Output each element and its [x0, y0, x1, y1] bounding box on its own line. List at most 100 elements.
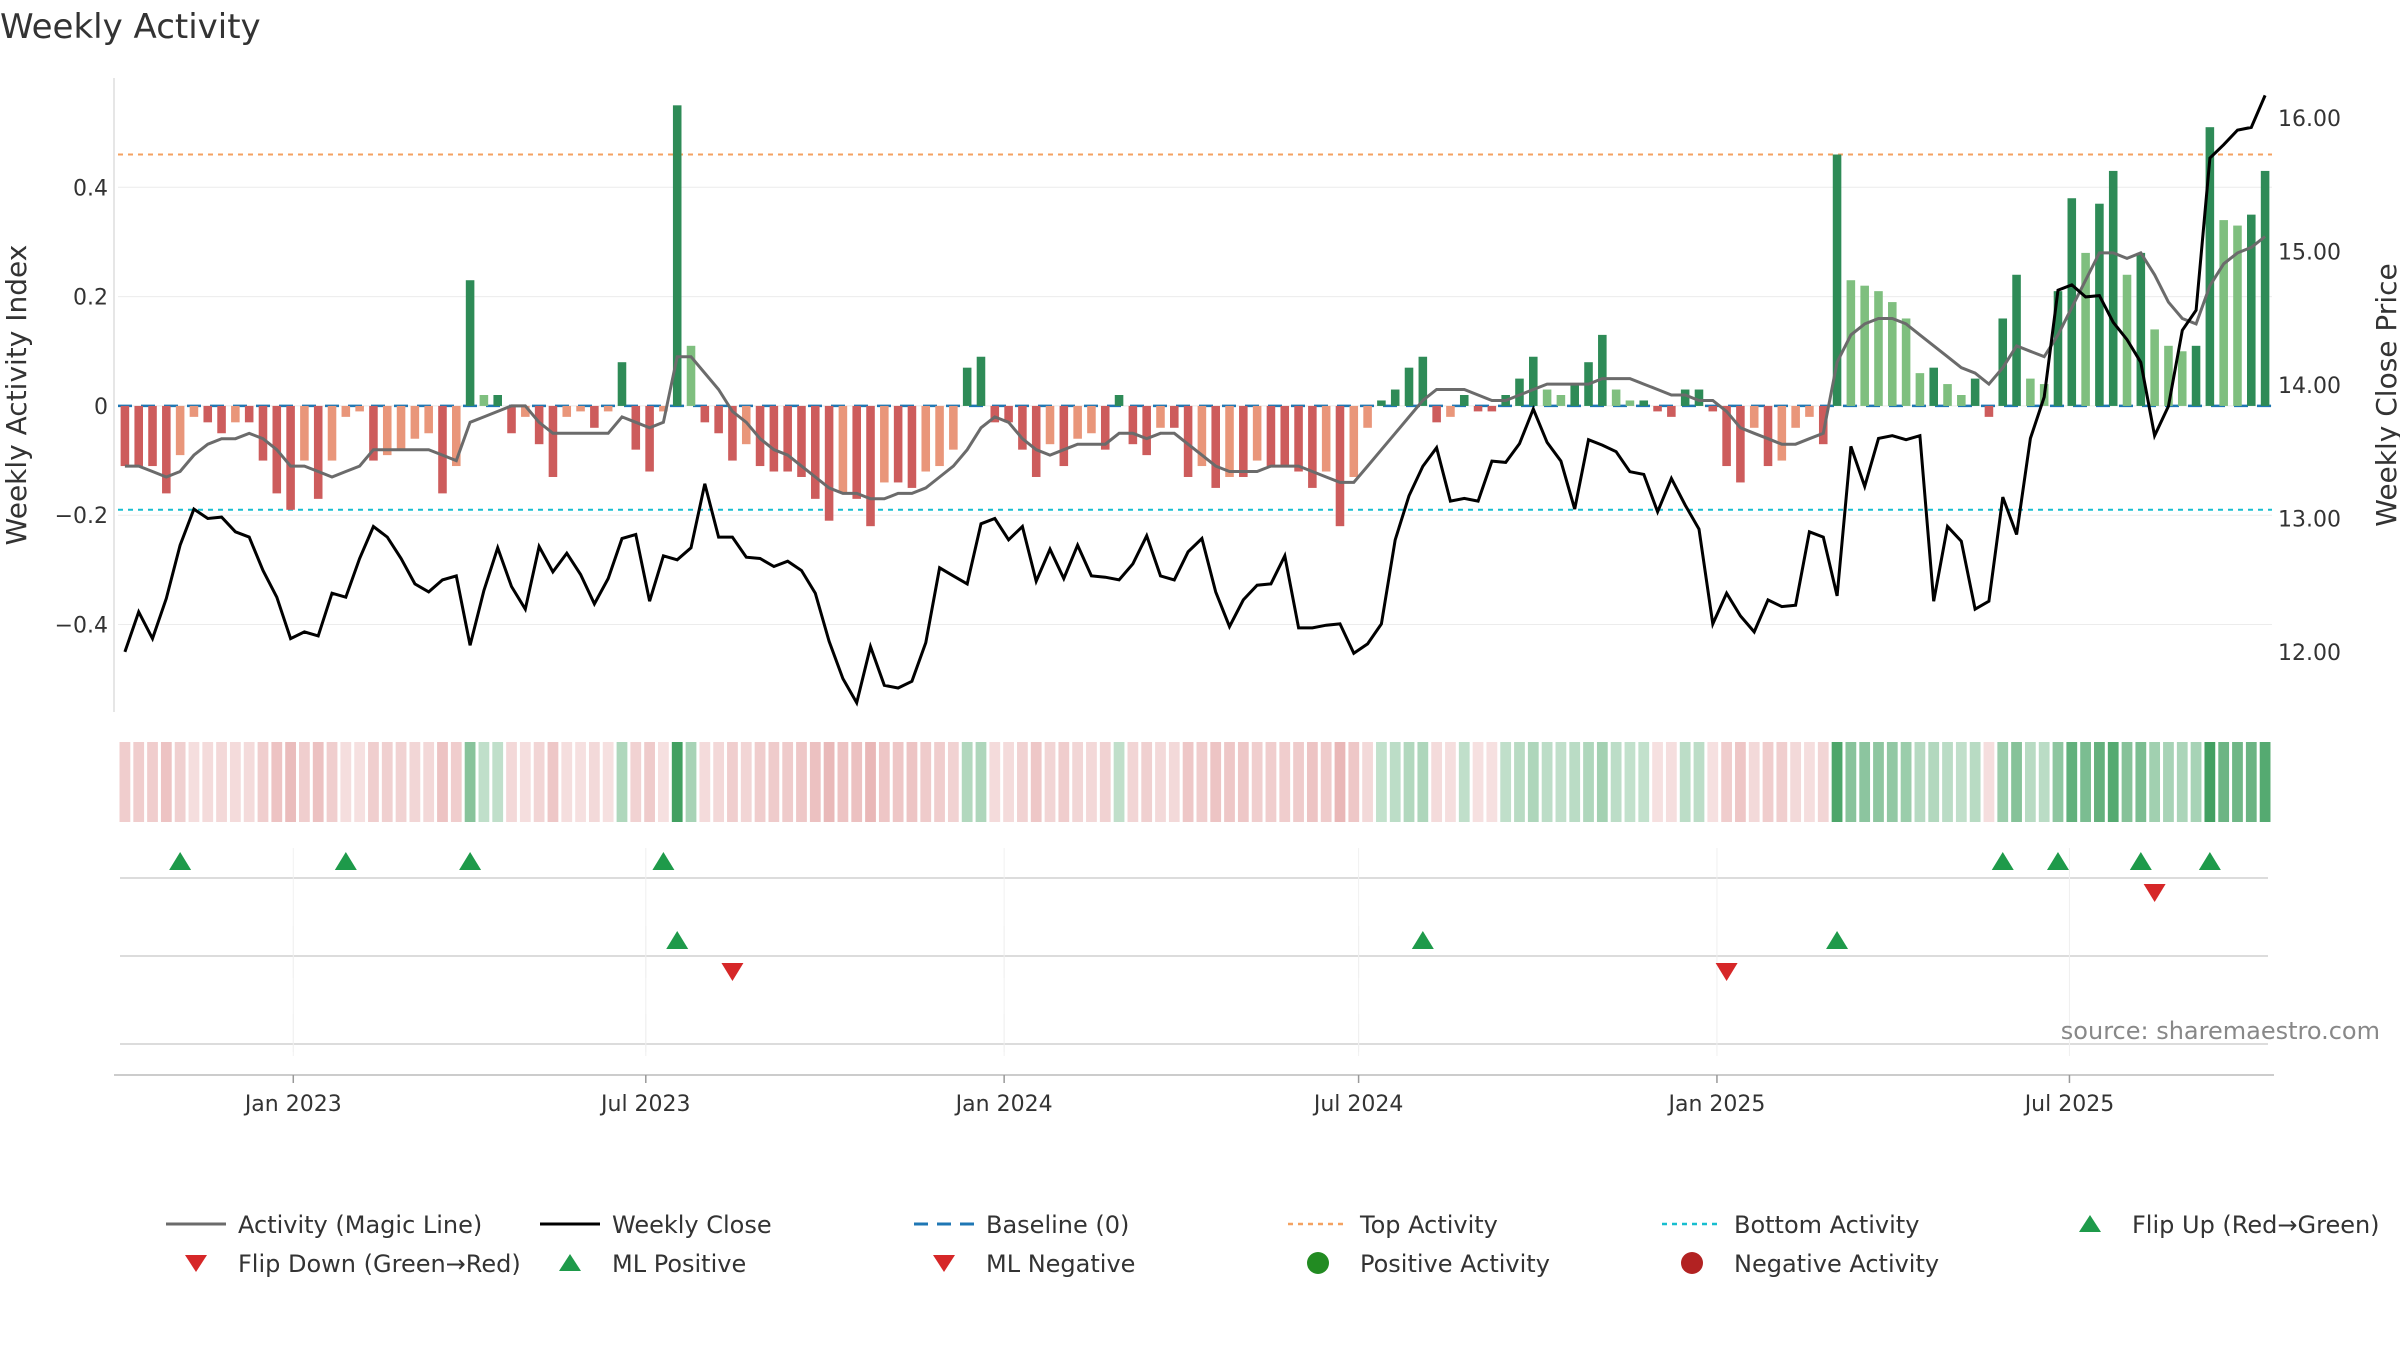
heat-strip-cell — [340, 742, 352, 822]
y-axis-right-label: Weekly Close Price — [2370, 263, 2400, 526]
heat-strip-cell — [878, 742, 890, 822]
activity-bar — [1239, 405, 1248, 477]
activity-bar — [2067, 198, 2077, 406]
activity-bar — [1073, 405, 1082, 439]
heat-strip-cell — [1017, 742, 1028, 822]
heat-strip-cell — [1265, 742, 1277, 822]
heat-strip-cell — [1472, 742, 1484, 822]
activity-bar — [1943, 384, 1952, 406]
heat-strip-cell — [1555, 742, 1567, 822]
heat-strip-cell — [1583, 742, 1594, 822]
activity-bar — [976, 356, 986, 406]
heat-strip-cell — [1638, 742, 1650, 822]
legend-up-triangle-icon — [2079, 1215, 2101, 1232]
heat-strip-cell — [934, 742, 945, 822]
heat-strip-cell — [1707, 742, 1719, 822]
heat-strip-cell — [713, 742, 725, 822]
heat-strip-cell — [1196, 742, 1208, 822]
activity-bar — [1611, 389, 1621, 406]
heat-strip-cell — [1210, 742, 1222, 822]
activity-bar — [1708, 405, 1718, 412]
heat-strip-cell — [1348, 742, 1360, 822]
heat-strip-cell — [768, 742, 780, 822]
up-triangle-marker — [2198, 852, 2221, 870]
up-triangle-marker — [1826, 931, 1849, 949]
activity-bar — [2026, 378, 2035, 406]
heat-strip-cell — [906, 742, 918, 822]
legend-down-triangle-icon — [185, 1255, 207, 1272]
activity-bar — [1763, 405, 1773, 467]
activity-bar — [686, 345, 696, 406]
activity-bar — [258, 405, 268, 461]
heat-strip-cell — [1058, 742, 1070, 822]
heat-strip-cell — [961, 742, 973, 822]
activity-bar — [1225, 405, 1234, 477]
activity-bar — [714, 405, 723, 434]
heat-strip-cell — [1527, 742, 1539, 822]
legend-circle-icon — [1681, 1252, 1703, 1274]
heat-strip-cell — [409, 742, 421, 822]
x-tick-label: Jan 2024 — [954, 1092, 1053, 1117]
legend-label: Negative Activity — [1734, 1250, 1939, 1278]
down-triangle-marker — [721, 963, 744, 981]
heat-strip-cell — [892, 742, 904, 822]
heat-strip-cell — [1831, 742, 1843, 822]
activity-bar — [645, 405, 654, 472]
up-triangle-marker — [169, 852, 192, 870]
up-triangle-marker — [1991, 852, 2014, 870]
heat-strip-cell — [2011, 742, 2022, 822]
heat-strip-cell — [312, 742, 324, 822]
heat-strip-cell — [1320, 742, 1332, 822]
activity-bar — [189, 405, 199, 417]
heat-strip-cell — [2163, 742, 2174, 822]
activity-bar — [1183, 405, 1193, 477]
y-left-tick-label: −0.4 — [55, 614, 108, 639]
activity-bar — [783, 405, 792, 472]
activity-bar — [2164, 345, 2173, 406]
activity-bar — [811, 405, 820, 499]
activity-bar — [1335, 405, 1345, 527]
heat-strip-cell — [685, 742, 697, 822]
activity-bar — [2081, 252, 2090, 406]
heat-strip-cell — [160, 742, 172, 822]
activity-bars — [120, 105, 2270, 527]
activity-bar — [479, 395, 489, 406]
heat-strip-cell — [1417, 742, 1429, 822]
activity-bar — [2136, 252, 2146, 406]
heat-strip-cell — [740, 742, 752, 822]
activity-bar — [1045, 405, 1055, 445]
heat-strip-cell — [1431, 742, 1443, 822]
activity-bar — [1446, 405, 1455, 417]
heat-strip-cell — [2066, 742, 2078, 822]
legend-label: Weekly Close — [612, 1211, 772, 1239]
heat-strip-cell — [188, 742, 200, 822]
activity-bar — [1639, 400, 1649, 406]
activity-bar — [1818, 405, 1828, 445]
heat-strip-cell — [2080, 742, 2091, 822]
activity-bar — [2150, 329, 2159, 406]
activity-bar — [672, 105, 682, 406]
heat-strip-cell — [257, 742, 269, 822]
heat-strip-cell — [1168, 742, 1180, 822]
y-right-tick-label: 12.00 — [2278, 641, 2341, 666]
heat-strip-cell — [671, 742, 683, 822]
activity-bar — [465, 280, 475, 406]
legend-label: Flip Down (Green→Red) — [238, 1250, 521, 1278]
heat-strip-cell — [450, 742, 462, 822]
x-axis: Jan 2023 Jul 2023 Jan 2024 Jul 2024 Jan 2025… — [114, 1074, 2274, 1117]
activity-bar — [313, 405, 323, 499]
x-tick-label: Jul 2024 — [1312, 1092, 1404, 1117]
heat-strip-cell — [1237, 742, 1249, 822]
heat-strip-cell — [630, 742, 642, 822]
heat-strip-cell — [1514, 742, 1525, 822]
activity-bar — [1018, 405, 1027, 450]
activity-bar — [838, 405, 848, 494]
heat-strip-cell — [464, 742, 476, 822]
activity-bar — [424, 405, 433, 434]
heat-strip-cell — [1983, 742, 1995, 822]
heat-strip-cell — [1113, 742, 1125, 822]
x-tick-label: Jan 2025 — [1666, 1092, 1765, 1117]
activity-bar — [1321, 405, 1331, 472]
heat-strip-cell — [2176, 742, 2188, 822]
